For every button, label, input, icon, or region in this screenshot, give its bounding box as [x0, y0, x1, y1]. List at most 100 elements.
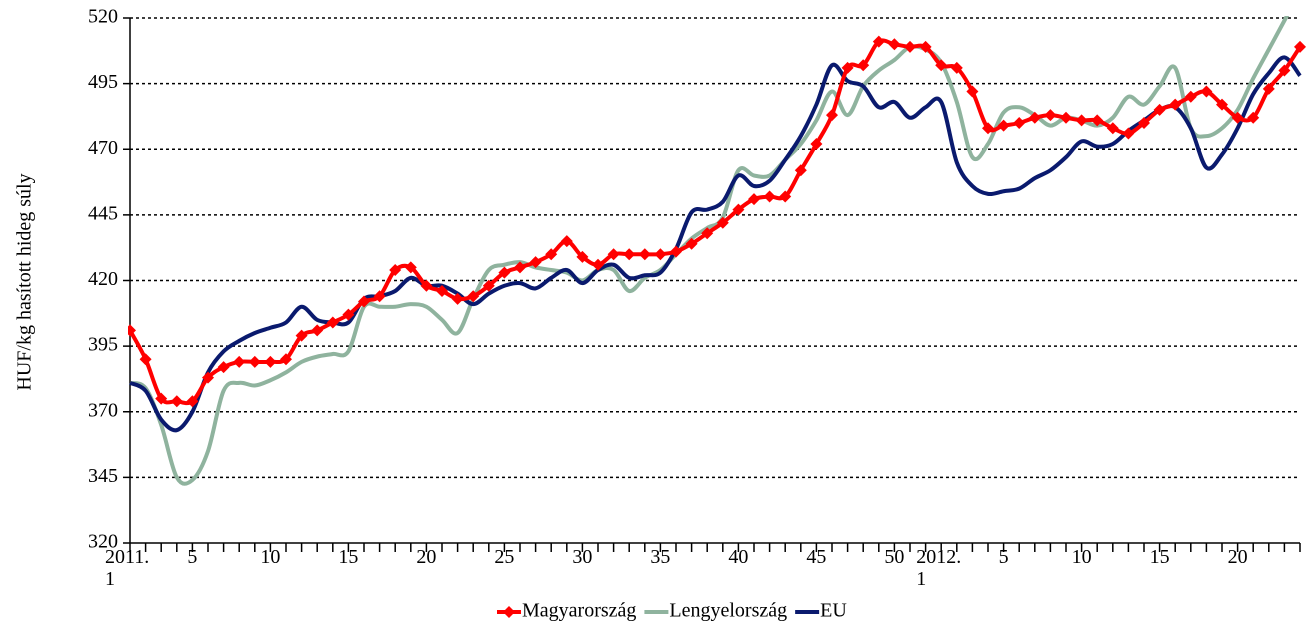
- series-marker: [139, 353, 152, 366]
- series-marker: [202, 371, 214, 384]
- series-marker: [716, 216, 729, 229]
- series-marker: [1028, 111, 1041, 124]
- series-marker: [420, 279, 433, 292]
- series-marker: [888, 38, 901, 51]
- legend-label: EU: [820, 600, 847, 622]
- x-tick-label: 30: [572, 546, 593, 568]
- series-marker: [950, 61, 963, 74]
- series-marker: [1278, 64, 1291, 77]
- x-tick-label: 15: [1149, 546, 1170, 568]
- series-marker: [170, 395, 183, 408]
- series-marker: [1075, 114, 1088, 127]
- series-marker: [389, 264, 402, 276]
- series-marker: [701, 227, 714, 240]
- series-marker: [186, 395, 199, 408]
- series-marker: [654, 248, 667, 261]
- series-marker: [1153, 103, 1166, 116]
- series-marker: [919, 40, 932, 53]
- legend-label: Lengyelország: [669, 600, 787, 622]
- series-marker: [685, 237, 698, 250]
- series-marker: [358, 295, 370, 308]
- series-marker: [794, 164, 807, 177]
- series-marker: [576, 250, 589, 263]
- series-marker: [826, 109, 838, 122]
- x-tick-label: 5: [998, 546, 1009, 568]
- series-marker: [1216, 98, 1228, 111]
- series-marker: [763, 190, 776, 203]
- series-marker: [545, 248, 558, 261]
- x-tick-label: 40: [728, 546, 749, 568]
- series-marker: [264, 355, 277, 368]
- x-tick-label: 20: [1227, 546, 1248, 568]
- series-marker: [467, 290, 480, 303]
- y-tick-label: 320: [88, 531, 118, 553]
- series-marker: [1247, 111, 1260, 124]
- series-marker: [373, 290, 386, 303]
- y-tick-label: 345: [88, 465, 118, 487]
- x-tick-label: 2012. 1: [916, 546, 962, 590]
- x-tick-label: 5: [187, 546, 198, 568]
- series-marker: [607, 248, 620, 261]
- series-marker: [514, 261, 526, 274]
- y-tick-label: 520: [88, 6, 118, 28]
- y-tick-label: 445: [88, 202, 118, 224]
- series-marker: [451, 292, 464, 305]
- series-marker: [1091, 114, 1104, 127]
- series-marker: [623, 248, 636, 261]
- series-marker: [1122, 127, 1135, 140]
- series-marker: [560, 235, 573, 248]
- series-marker: [248, 355, 261, 368]
- series-marker: [311, 324, 324, 337]
- series-marker: [841, 61, 854, 74]
- series-marker: [732, 203, 745, 216]
- series-marker: [1294, 40, 1306, 53]
- x-tick-label: 10: [1071, 546, 1092, 568]
- series-marker: [280, 353, 292, 366]
- series-marker: [982, 122, 994, 135]
- y-tick-label: 495: [88, 71, 118, 93]
- series-marker: [529, 256, 542, 269]
- series-marker: [1231, 111, 1244, 124]
- series-marker: [966, 85, 979, 98]
- x-tick-label: 50: [884, 546, 905, 568]
- x-tick-label: 45: [806, 546, 827, 568]
- series-marker: [155, 392, 168, 405]
- x-tick-label: 20: [416, 546, 437, 568]
- series-marker: [872, 35, 885, 48]
- legend-label: Magyarország: [522, 600, 636, 622]
- series-marker: [295, 329, 308, 342]
- series-marker: [1200, 85, 1213, 98]
- series-marker: [935, 59, 948, 72]
- series-marker: [1262, 82, 1275, 95]
- series-marker: [1184, 90, 1197, 103]
- series-marker: [748, 193, 760, 206]
- x-tick-label: 10: [260, 546, 281, 568]
- series-marker: [342, 308, 355, 321]
- series-line: [129, 55, 1302, 433]
- series-marker: [1060, 111, 1072, 124]
- series-marker: [1138, 117, 1150, 129]
- series-marker: [498, 266, 511, 279]
- series-marker: [436, 285, 448, 297]
- series-marker: [404, 261, 417, 274]
- series-marker: [810, 138, 823, 150]
- series-marker: [997, 119, 1010, 132]
- x-tick-label: 25: [494, 546, 515, 568]
- legend-marker: [503, 606, 515, 618]
- series-marker: [1044, 109, 1057, 122]
- x-tick-label: 15: [338, 546, 359, 568]
- x-tick-label: 2011. 1: [105, 546, 150, 590]
- series-marker: [638, 248, 651, 261]
- series-marker: [779, 190, 792, 203]
- y-tick-label: 395: [88, 334, 118, 356]
- series-marker: [904, 40, 916, 53]
- series-marker: [217, 361, 230, 374]
- series-marker: [592, 258, 604, 271]
- series-marker: [1169, 98, 1182, 111]
- y-tick-label: 420: [88, 268, 118, 290]
- series-marker: [326, 316, 339, 329]
- x-tick-label: 35: [650, 546, 671, 568]
- series-marker: [482, 279, 495, 292]
- series-line: [128, 38, 1302, 406]
